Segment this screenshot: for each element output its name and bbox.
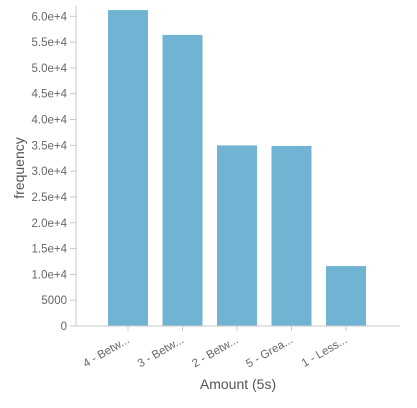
y-tick-label: 5.0e+4 xyxy=(32,63,68,75)
y-tick-label: 1.0e+4 xyxy=(32,269,68,281)
x-axis-title: Amount (5s) xyxy=(200,376,276,392)
bar-3[interactable] xyxy=(217,145,257,326)
y-tick-label: 3.0e+4 xyxy=(32,166,68,178)
x-tick-label: 5 - Grea... xyxy=(244,334,295,370)
bar-4[interactable] xyxy=(271,145,312,326)
x-tick-label: 2 - Betw... xyxy=(190,334,240,370)
y-tick-label: 5.5e+4 xyxy=(32,37,68,49)
y-tick-label: 4.0e+4 xyxy=(32,115,68,127)
y-tick-label: 4.5e+4 xyxy=(32,89,68,101)
y-tick-label: 0 xyxy=(61,321,67,333)
x-tick-label: 1 - Less... xyxy=(300,334,350,370)
y-tick-label: 1.5e+4 xyxy=(32,244,68,256)
x-tick-label: 4 - Betw... xyxy=(81,334,131,370)
y-tick-label: 6.0e+4 xyxy=(32,11,68,23)
x-tick-label: 3 - Betw... xyxy=(136,334,186,370)
y-tick-label: 3.5e+4 xyxy=(32,140,68,152)
bar-2[interactable] xyxy=(162,34,203,327)
bar-1[interactable] xyxy=(108,10,148,326)
bar-5[interactable] xyxy=(326,266,366,326)
y-tick-label: 5000 xyxy=(41,295,67,307)
y-axis-title: frequency xyxy=(11,137,27,198)
y-tick-label: 2.5e+4 xyxy=(32,192,68,204)
y-tick-label: 2.0e+4 xyxy=(32,218,68,230)
bars-layer xyxy=(108,10,366,327)
